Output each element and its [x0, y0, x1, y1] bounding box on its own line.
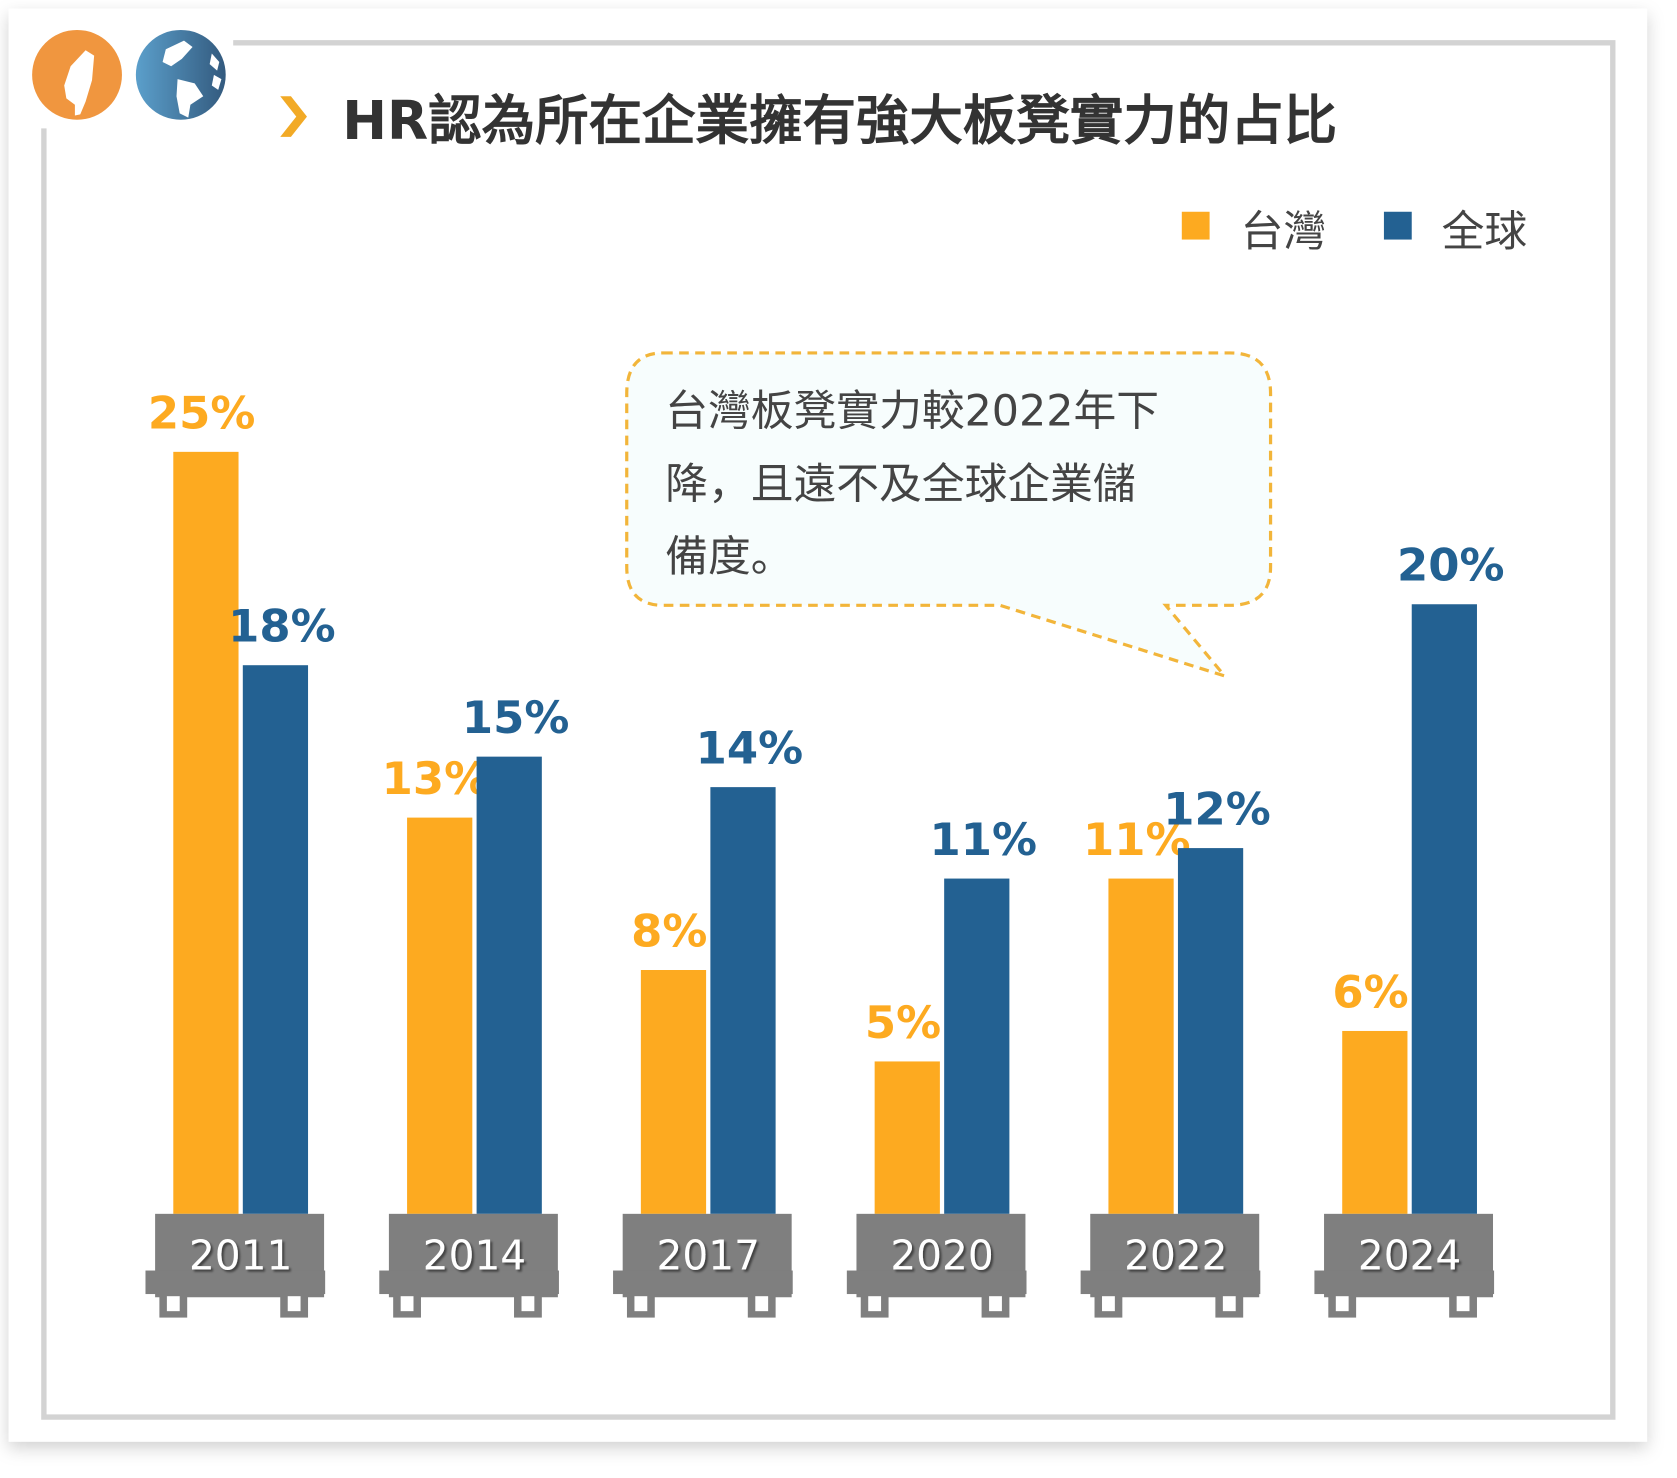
- bar-taiwan-2014: [407, 817, 473, 1214]
- annotation-callout: 台灣板凳實力較2022年下 降，且遠不及全球企業儲 備度。: [625, 351, 1273, 680]
- annotation-line-2: 降，且遠不及全球企業儲: [665, 459, 1135, 509]
- bar-taiwan-2024: [1342, 1030, 1408, 1214]
- chevron-right-icon: [280, 96, 307, 137]
- data-label-taiwan-2011: 25%: [148, 386, 255, 439]
- taiwan-map-icon: [32, 29, 122, 120]
- year-cart-2017: 2017: [613, 1213, 793, 1318]
- frame-border: [41, 40, 1616, 1420]
- bar-global-2011: [242, 665, 309, 1214]
- bar-global-2020: [944, 878, 1010, 1214]
- bar-taiwan-2011: [173, 451, 239, 1214]
- data-label-global-2024: 20%: [1397, 539, 1505, 592]
- year-cart-2024: 2024: [1314, 1213, 1495, 1318]
- bar-global-2014: [476, 756, 542, 1214]
- bar-global-2024: [1411, 604, 1477, 1214]
- data-label-global-2020: 11%: [929, 813, 1036, 866]
- x-tick-label-2024: 2024: [1358, 1231, 1461, 1279]
- bar-global-2022: [1177, 848, 1244, 1214]
- data-label-taiwan-2022: 11%: [1083, 813, 1191, 866]
- data-label-global-2011: 18%: [228, 600, 335, 653]
- legend-label-global: 全球: [1442, 207, 1528, 257]
- chart-title: HR認為所在企業擁有強大板凳實力的占比: [342, 89, 1337, 152]
- bar-taiwan-2022: [1108, 878, 1174, 1214]
- annotation-line-3: 備度。: [665, 532, 793, 582]
- annotation-line-1: 台灣板凳實力較2022年下: [665, 387, 1159, 437]
- data-label-taiwan-2014: 13%: [382, 752, 490, 805]
- data-label-global-2017: 14%: [696, 722, 804, 775]
- year-cart-2020: 2020: [846, 1213, 1027, 1318]
- data-label-taiwan-2017: 8%: [631, 904, 707, 957]
- bar-group-2017: 8% 14% 2017: [613, 722, 803, 1318]
- bar-taiwan-2020: [874, 1061, 940, 1214]
- legend-label-taiwan: 台灣: [1241, 207, 1327, 257]
- bar-group-2011: 25% 18% 2011: [145, 386, 336, 1318]
- data-label-taiwan-2024: 6%: [1332, 965, 1408, 1018]
- year-cart-2014: 2014: [379, 1213, 559, 1318]
- bars: 25% 18% 2011 13% 15% 2014 8% 14% 2017 5% 11% 2020 11…: [145, 386, 1505, 1318]
- data-label-taiwan-2020: 5%: [865, 996, 941, 1049]
- globe-icon: [135, 29, 226, 120]
- x-tick-label-2014: 2014: [423, 1231, 526, 1279]
- bar-group-2024: 6% 20% 2024: [1314, 539, 1505, 1318]
- x-tick-label-2022: 2022: [1124, 1231, 1227, 1279]
- data-label-global-2022: 12%: [1163, 783, 1271, 836]
- bar-global-2017: [710, 787, 776, 1214]
- legend-swatch-global: [1383, 211, 1412, 240]
- x-tick-label-2011: 2011: [189, 1231, 292, 1279]
- data-label-global-2014: 15%: [462, 691, 569, 744]
- legend-swatch-taiwan: [1181, 211, 1210, 240]
- x-tick-label-2017: 2017: [657, 1231, 760, 1279]
- x-tick-label-2020: 2020: [890, 1231, 993, 1279]
- legend: 台灣 全球: [1181, 207, 1528, 257]
- bar-taiwan-2017: [640, 970, 707, 1214]
- year-cart-2022: 2022: [1080, 1213, 1261, 1318]
- bar-group-2014: 13% 15% 2014: [379, 691, 569, 1318]
- bar-group-2020: 5% 11% 2020: [846, 813, 1037, 1318]
- year-cart-2011: 2011: [145, 1213, 326, 1318]
- bar-group-2022: 11%12% 2022: [1080, 783, 1271, 1318]
